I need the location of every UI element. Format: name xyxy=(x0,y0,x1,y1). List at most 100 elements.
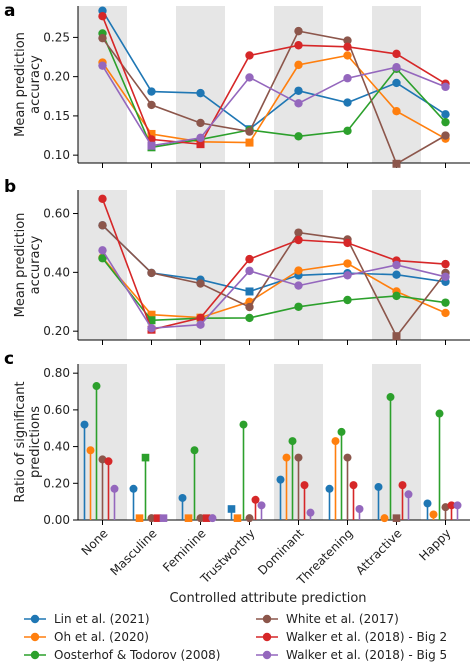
legend-label: Lin et al. (2021) xyxy=(54,612,150,626)
y-axis-label-line: accuracy xyxy=(28,55,43,114)
y-axis-label: Mean predictionaccuracy xyxy=(13,213,43,318)
series-line xyxy=(101,257,446,319)
stem-marker xyxy=(245,514,254,523)
y-tick-label: 0.60 xyxy=(43,207,70,221)
stem-marker xyxy=(435,409,444,418)
data-point xyxy=(392,106,401,116)
panel-c: 0.00 0.20 0.40 0.60 0.80 c Ratio of significan… xyxy=(4,349,470,527)
series-line xyxy=(101,65,446,147)
stem-marker xyxy=(294,453,303,462)
data-point xyxy=(392,49,401,59)
data-point xyxy=(343,42,352,52)
data-point xyxy=(343,271,352,280)
y-axis-label-line: Ratio of significant xyxy=(13,381,28,502)
data-point xyxy=(343,98,352,107)
stem-marker xyxy=(276,475,285,484)
data-point xyxy=(245,254,254,264)
stem-marker xyxy=(343,453,352,462)
stem-marker-square xyxy=(159,514,168,522)
y-tick-label: 0.15 xyxy=(43,109,70,123)
x-category-label: None xyxy=(79,526,111,558)
shaded-band xyxy=(78,190,127,340)
stem-marker xyxy=(374,482,383,491)
stem-marker xyxy=(282,453,291,462)
data-point xyxy=(245,313,254,323)
data-point xyxy=(147,100,156,110)
data-point xyxy=(147,87,156,96)
data-point xyxy=(343,295,352,305)
stem-marker xyxy=(398,481,407,490)
x-axis-label: Controlled attribute prediction xyxy=(169,591,366,606)
y-tick-label: 0.80 xyxy=(43,366,70,380)
data-point xyxy=(245,51,254,60)
shaded-band xyxy=(176,364,225,520)
stem-marker xyxy=(110,484,119,493)
data-point-square xyxy=(392,159,401,168)
stem-marker xyxy=(288,437,297,446)
data-point xyxy=(441,298,450,307)
data-point xyxy=(294,132,303,141)
data-point xyxy=(294,60,303,70)
y-axis-label-line: accuracy xyxy=(28,235,43,294)
data-point xyxy=(196,133,205,143)
stem-marker xyxy=(239,420,248,429)
data-point xyxy=(196,88,205,98)
stem-marker xyxy=(190,446,199,455)
data-point xyxy=(441,272,450,281)
legend: Lin et al. (2021) White et al. (2017) Oh e… xyxy=(24,612,447,662)
data-point xyxy=(441,82,450,92)
data-point xyxy=(343,126,352,136)
data-point xyxy=(196,320,205,329)
data-point xyxy=(98,33,107,43)
y-axis-label-line: predictions xyxy=(28,406,43,478)
stem-marker xyxy=(129,484,138,493)
data-point xyxy=(441,131,450,140)
legend-marker xyxy=(30,650,40,660)
legend-label: Walker et al. (2018) - Big 5 xyxy=(286,648,447,662)
data-point xyxy=(392,270,401,279)
data-point xyxy=(441,308,450,318)
stem-marker xyxy=(404,490,413,499)
series-line xyxy=(101,15,446,146)
data-point xyxy=(245,302,254,312)
x-category-label: Happy xyxy=(416,526,453,563)
data-point xyxy=(441,117,450,127)
x-category-label: Masculine xyxy=(107,526,159,578)
legend-marker xyxy=(30,614,40,624)
data-point xyxy=(294,41,303,50)
stem-marker-square xyxy=(184,514,193,522)
y-tick-label: 0.20 xyxy=(43,324,70,338)
data-point xyxy=(343,259,352,268)
data-point xyxy=(441,259,450,269)
y-tick-label: 0.40 xyxy=(43,440,70,454)
stem-marker xyxy=(251,495,260,504)
stem-marker xyxy=(86,446,95,455)
shaded-band xyxy=(274,190,323,340)
data-point xyxy=(147,268,156,278)
panel-b: 0.20 0.40 0.60 b Mean predictionaccuracy xyxy=(4,177,470,345)
stem-marker xyxy=(331,437,340,446)
stem-marker xyxy=(386,393,395,402)
stem-marker-square xyxy=(392,514,401,522)
data-point-square xyxy=(392,332,401,341)
data-point xyxy=(98,246,107,255)
data-point xyxy=(245,73,254,82)
stem-marker xyxy=(257,501,266,510)
y-axis-label-line: Mean prediction xyxy=(13,213,28,318)
series-line xyxy=(101,249,446,330)
legend-label: Oh et al. (2020) xyxy=(54,630,149,644)
data-point xyxy=(98,221,107,230)
data-point xyxy=(98,254,107,263)
data-point-square xyxy=(147,310,156,319)
y-tick-label: 0.40 xyxy=(43,265,70,279)
stem-marker xyxy=(306,508,315,517)
panel-label: b xyxy=(4,177,16,197)
stem-marker-square xyxy=(202,514,211,522)
data-point xyxy=(196,313,205,323)
panel-label: c xyxy=(4,349,14,369)
stem-marker xyxy=(429,510,438,519)
stem-marker xyxy=(337,427,346,436)
data-point-square xyxy=(147,316,156,325)
